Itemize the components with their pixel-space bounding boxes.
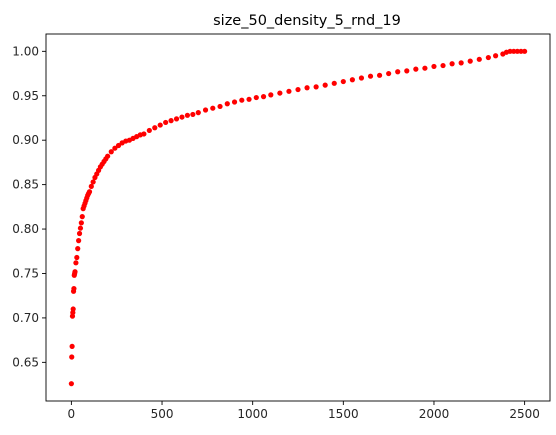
x-axis: 0 500 1000 1500 2000 2500 — [68, 401, 540, 421]
data-point — [231, 99, 238, 105]
data-point — [173, 116, 180, 122]
data-point — [467, 58, 473, 64]
y-tick-label: 0.80 — [12, 222, 39, 236]
data-point — [77, 225, 84, 231]
data-point — [413, 66, 419, 72]
data-point — [90, 179, 96, 185]
data-point — [422, 65, 428, 71]
x-tick-label: 1500 — [328, 407, 359, 421]
y-tick-label: 0.65 — [12, 355, 39, 369]
data-point — [157, 122, 163, 128]
y-tick-label: 0.75 — [12, 266, 39, 280]
data-point — [431, 63, 437, 70]
data-point — [68, 381, 74, 387]
data-point — [295, 86, 301, 93]
data-point — [108, 149, 114, 155]
data-point — [88, 183, 94, 189]
data-point — [260, 94, 267, 100]
data-point — [349, 77, 355, 83]
data-point — [146, 127, 152, 134]
data-point — [105, 153, 111, 159]
data-point — [184, 112, 191, 118]
data-point — [112, 145, 118, 151]
data-point — [518, 48, 524, 54]
data-points — [68, 48, 528, 387]
data-point — [331, 80, 337, 86]
data-point — [322, 82, 328, 88]
data-point — [376, 72, 383, 78]
data-point — [73, 260, 79, 266]
data-point — [79, 214, 85, 220]
data-point — [253, 94, 259, 101]
data-point — [239, 97, 245, 103]
data-point — [69, 354, 75, 360]
data-point — [115, 142, 122, 149]
data-point — [313, 84, 319, 90]
data-point — [507, 48, 513, 54]
data-point — [210, 105, 216, 111]
data-point — [485, 54, 491, 61]
data-point — [304, 85, 310, 91]
data-point — [514, 48, 520, 54]
data-point — [458, 60, 464, 66]
x-tick-label: 2000 — [419, 407, 450, 421]
data-point — [449, 61, 455, 67]
data-point — [202, 107, 209, 113]
data-point — [76, 238, 82, 244]
x-tick-label: 1000 — [237, 407, 268, 421]
x-tick-label: 0 — [68, 407, 76, 421]
y-axis: 0.65 0.70 0.75 0.80 0.85 0.90 0.95 1.00 — [12, 44, 46, 369]
data-point — [386, 70, 392, 77]
data-point — [70, 306, 76, 312]
data-point — [195, 110, 201, 116]
data-point — [152, 125, 158, 131]
x-tick-label: 500 — [151, 407, 174, 421]
data-point — [74, 254, 80, 261]
data-point — [72, 269, 78, 275]
y-tick-label: 0.85 — [12, 178, 39, 192]
y-tick-label: 0.95 — [12, 89, 39, 103]
data-point — [217, 103, 223, 110]
data-point — [224, 101, 230, 107]
data-point — [358, 75, 365, 81]
data-point — [404, 68, 410, 74]
data-point — [286, 88, 292, 94]
data-point — [76, 230, 83, 237]
data-point — [511, 48, 517, 54]
data-point — [163, 119, 169, 126]
data-point — [340, 78, 346, 85]
data-point — [78, 220, 84, 226]
x-tick-label: 2500 — [509, 407, 540, 421]
data-point — [522, 48, 528, 54]
data-point — [476, 56, 482, 62]
data-point — [440, 62, 446, 69]
data-point — [168, 118, 174, 124]
y-tick-label: 0.90 — [12, 133, 39, 147]
data-point — [190, 111, 196, 118]
y-tick-label: 0.70 — [12, 311, 39, 325]
plot-frame — [45, 33, 551, 402]
y-tick-label: 1.00 — [12, 44, 39, 58]
chart-title: size_50_density_5_rnd_19 — [213, 13, 401, 29]
data-point — [86, 189, 93, 195]
data-point — [277, 90, 283, 96]
data-point — [367, 73, 374, 79]
data-point — [179, 114, 185, 120]
data-point — [75, 246, 81, 252]
data-point — [493, 53, 499, 59]
data-point — [69, 343, 75, 349]
data-point — [268, 92, 274, 98]
data-point — [71, 285, 77, 292]
data-point — [246, 96, 252, 102]
data-point — [141, 131, 147, 137]
data-point — [395, 69, 401, 75]
